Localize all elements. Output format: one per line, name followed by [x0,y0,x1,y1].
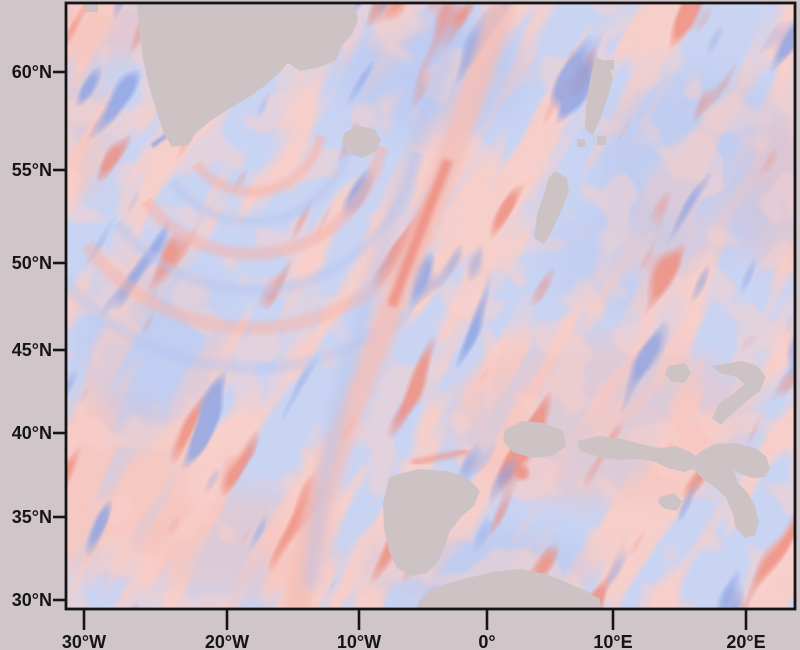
y-tick-label: 55°N [12,160,52,180]
land-terrain-patch [597,136,606,145]
y-tick-label: 30°N [12,590,52,610]
wave-arc [114,122,390,260]
x-tick-label: 20°E [726,632,765,650]
y-tick-label: 45°N [12,340,52,360]
x-tick-label: 0° [478,632,495,650]
land-atlas [417,569,601,609]
land-terrain-patch [577,139,585,147]
x-tick-label: 10°W [337,632,381,650]
red-streak [411,448,469,466]
frontal-band-blue [302,21,464,589]
y-tick-label: 35°N [12,507,52,527]
wave-arc [177,122,327,197]
wave-arc [147,122,357,227]
land-balkans [692,443,770,538]
land-terrain-patch [658,493,682,511]
land-terrain-patch [604,60,614,70]
land-scandes-south [534,171,569,244]
frontal-band-red-core [387,158,453,308]
land-pyrenees [503,421,566,458]
land-greenland [137,3,358,147]
greenland-wave-arcs [66,122,435,374]
land-alps-patch [665,363,691,383]
x-tick-label: 10°E [593,632,632,650]
land-alps-west [577,436,699,472]
land-scandes-north [585,57,613,135]
wave-arc [66,122,435,374]
land-dinaric-alps [712,361,766,425]
red-spot [515,466,529,480]
land-iberia [383,469,480,576]
land-greenland-islet [85,3,98,12]
plot-frame [64,1,797,611]
x-tick-label: 20°W [205,632,249,650]
x-tick-label: 30°W [62,632,106,650]
y-tick-label: 40°N [12,423,52,443]
wave-arc [66,122,435,335]
y-tick-label: 60°N [12,62,52,82]
x-axis: 30°W 20°W 10°W 0° 10°E 20°E [62,610,766,650]
wave-arc [79,122,425,295]
land-mask-layer [85,3,770,609]
y-tick-label: 50°N [12,253,52,273]
land-iceland [342,126,381,158]
y-axis: 60°N 55°N 50°N 45°N 40°N 35°N 30°N [12,62,65,610]
